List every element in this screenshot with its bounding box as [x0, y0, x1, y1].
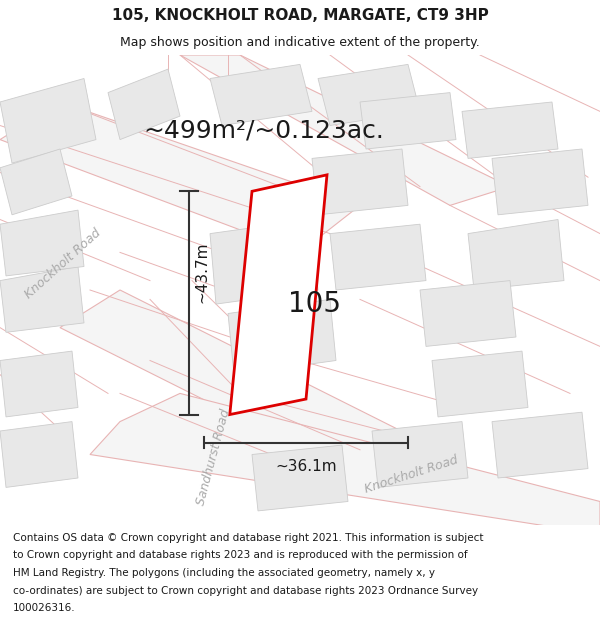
- Text: Knockholt Road: Knockholt Road: [22, 227, 104, 302]
- Text: to Crown copyright and database rights 2023 and is reproduced with the permissio: to Crown copyright and database rights 2…: [13, 551, 468, 561]
- Text: Contains OS data © Crown copyright and database right 2021. This information is : Contains OS data © Crown copyright and d…: [13, 533, 484, 543]
- Polygon shape: [0, 102, 360, 252]
- Polygon shape: [180, 55, 510, 206]
- Text: 105: 105: [288, 291, 341, 318]
- Polygon shape: [492, 149, 588, 215]
- Text: Knockholt Road: Knockholt Road: [362, 453, 460, 496]
- Polygon shape: [318, 64, 420, 126]
- Polygon shape: [492, 412, 588, 478]
- Polygon shape: [0, 266, 84, 332]
- Text: Sandhurst Road: Sandhurst Road: [194, 408, 232, 506]
- Polygon shape: [360, 92, 456, 149]
- Polygon shape: [210, 219, 318, 304]
- Polygon shape: [0, 351, 78, 417]
- Polygon shape: [228, 299, 336, 374]
- Polygon shape: [252, 445, 348, 511]
- Polygon shape: [330, 224, 426, 290]
- Polygon shape: [312, 149, 408, 215]
- Polygon shape: [0, 79, 96, 163]
- Text: 100026316.: 100026316.: [13, 603, 76, 613]
- Polygon shape: [432, 351, 528, 417]
- Polygon shape: [420, 281, 516, 346]
- Text: co-ordinates) are subject to Crown copyright and database rights 2023 Ordnance S: co-ordinates) are subject to Crown copyr…: [13, 586, 478, 596]
- Polygon shape: [210, 64, 312, 126]
- Polygon shape: [372, 422, 468, 488]
- Polygon shape: [0, 210, 84, 276]
- Polygon shape: [60, 290, 420, 478]
- Polygon shape: [0, 149, 72, 215]
- Text: ~499m²/~0.123ac.: ~499m²/~0.123ac.: [143, 118, 385, 142]
- Text: 105, KNOCKHOLT ROAD, MARGATE, CT9 3HP: 105, KNOCKHOLT ROAD, MARGATE, CT9 3HP: [112, 8, 488, 23]
- Polygon shape: [462, 102, 558, 158]
- Text: ~43.7m: ~43.7m: [195, 241, 210, 303]
- Polygon shape: [90, 393, 600, 534]
- Polygon shape: [0, 422, 78, 488]
- Polygon shape: [468, 219, 564, 290]
- Text: Map shows position and indicative extent of the property.: Map shows position and indicative extent…: [120, 36, 480, 49]
- Text: HM Land Registry. The polygons (including the associated geometry, namely x, y: HM Land Registry. The polygons (includin…: [13, 568, 435, 578]
- Polygon shape: [230, 175, 327, 414]
- Text: ~36.1m: ~36.1m: [275, 459, 337, 474]
- Polygon shape: [108, 69, 180, 139]
